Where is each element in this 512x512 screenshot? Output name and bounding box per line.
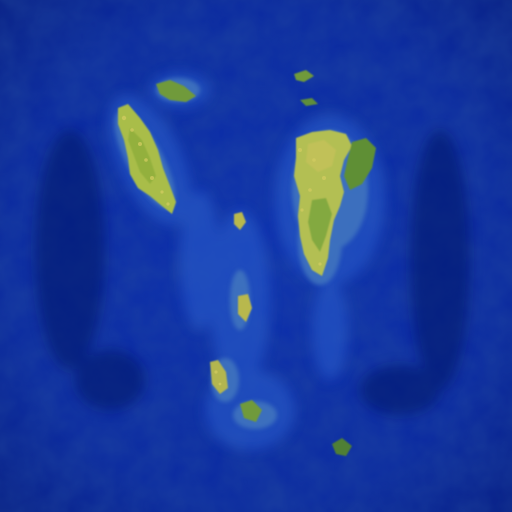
central-islet-2 bbox=[238, 294, 252, 322]
deep-ocean-swirls bbox=[35, 130, 470, 415]
central-islet bbox=[234, 212, 246, 230]
western-continent-inland bbox=[128, 128, 156, 184]
tiny-islet-ne-2 bbox=[300, 98, 318, 106]
tiny-islet-ne bbox=[294, 70, 314, 82]
northern-islet bbox=[156, 80, 196, 102]
eastern-continent-lowland bbox=[308, 198, 332, 252]
eastern-highland bbox=[344, 138, 376, 190]
southern-islet-a bbox=[210, 360, 228, 394]
southern-islet-c bbox=[332, 438, 352, 456]
eastern-plateau bbox=[306, 140, 336, 172]
land-mottling bbox=[121, 115, 326, 386]
southern-islet-b bbox=[240, 400, 262, 422]
